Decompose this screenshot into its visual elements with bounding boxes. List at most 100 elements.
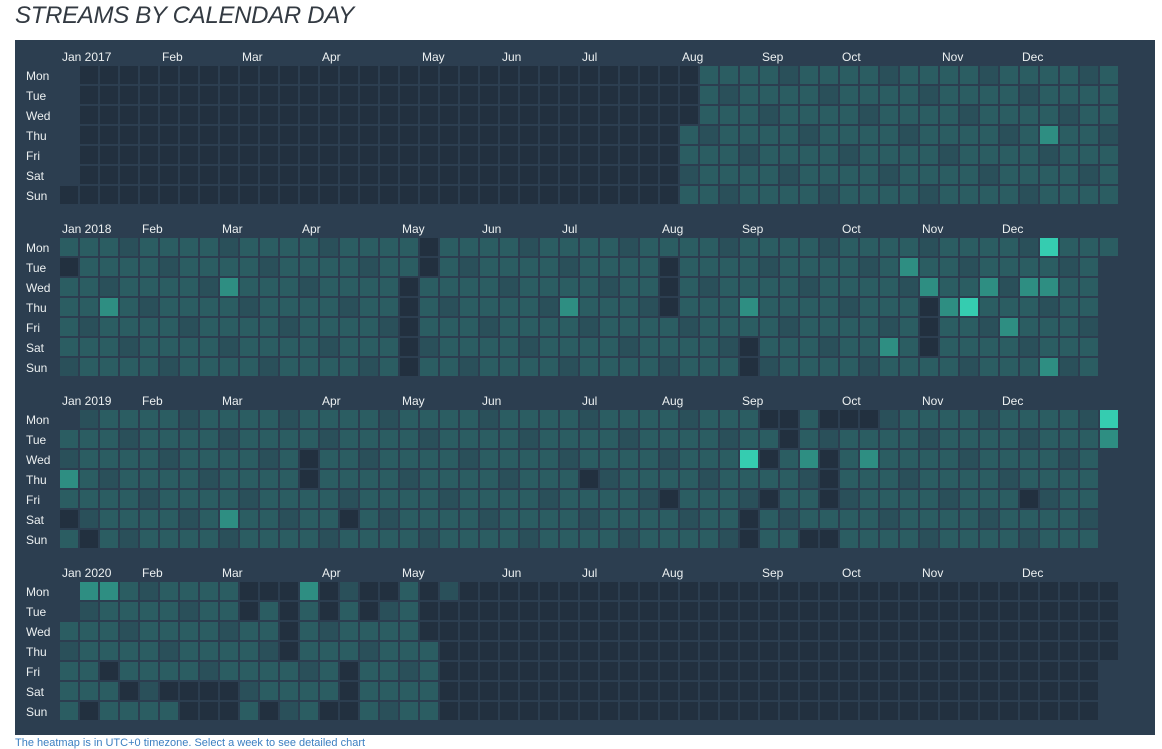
day-cell[interactable] — [320, 642, 338, 660]
day-cell[interactable] — [720, 238, 738, 256]
day-cell[interactable] — [260, 602, 278, 620]
day-cell[interactable] — [540, 318, 558, 336]
day-cell[interactable] — [560, 318, 578, 336]
day-cell[interactable] — [160, 470, 178, 488]
day-cell[interactable] — [840, 186, 858, 204]
day-cell[interactable] — [200, 66, 218, 84]
day-cell[interactable] — [1060, 126, 1078, 144]
day-cell[interactable] — [440, 662, 458, 680]
day-cell[interactable] — [260, 450, 278, 468]
day-cell[interactable] — [480, 430, 498, 448]
day-cell[interactable] — [620, 510, 638, 528]
day-cell[interactable] — [440, 642, 458, 660]
day-cell[interactable] — [540, 450, 558, 468]
day-cell[interactable] — [180, 622, 198, 640]
day-cell[interactable] — [680, 146, 698, 164]
day-cell[interactable] — [400, 510, 418, 528]
day-cell[interactable] — [660, 166, 678, 184]
day-cell[interactable] — [900, 126, 918, 144]
day-cell[interactable] — [720, 258, 738, 276]
day-cell[interactable] — [560, 622, 578, 640]
day-cell[interactable] — [1080, 66, 1098, 84]
day-cell[interactable] — [820, 186, 838, 204]
day-cell[interactable] — [760, 298, 778, 316]
day-cell[interactable] — [1040, 318, 1058, 336]
day-cell[interactable] — [80, 318, 98, 336]
day-cell[interactable] — [400, 410, 418, 428]
day-cell[interactable] — [860, 470, 878, 488]
day-cell[interactable] — [160, 166, 178, 184]
day-cell[interactable] — [680, 126, 698, 144]
day-cell[interactable] — [100, 510, 118, 528]
day-cell[interactable] — [360, 410, 378, 428]
day-cell[interactable] — [740, 106, 758, 124]
day-cell[interactable] — [840, 66, 858, 84]
day-cell[interactable] — [920, 186, 938, 204]
day-cell[interactable] — [160, 702, 178, 720]
day-cell[interactable] — [200, 126, 218, 144]
day-cell[interactable] — [580, 186, 598, 204]
day-cell[interactable] — [60, 258, 78, 276]
day-cell[interactable] — [760, 258, 778, 276]
day-cell[interactable] — [1040, 530, 1058, 548]
day-cell[interactable] — [920, 278, 938, 296]
day-cell[interactable] — [980, 258, 998, 276]
day-cell[interactable] — [940, 622, 958, 640]
day-cell[interactable] — [860, 702, 878, 720]
day-cell[interactable] — [720, 510, 738, 528]
day-cell[interactable] — [1020, 622, 1038, 640]
day-cell[interactable] — [720, 338, 738, 356]
day-cell[interactable] — [1100, 410, 1118, 428]
day-cell[interactable] — [440, 510, 458, 528]
day-cell[interactable] — [100, 450, 118, 468]
day-cell[interactable] — [980, 490, 998, 508]
day-cell[interactable] — [720, 86, 738, 104]
day-cell[interactable] — [1000, 582, 1018, 600]
day-cell[interactable] — [460, 450, 478, 468]
day-cell[interactable] — [220, 490, 238, 508]
day-cell[interactable] — [800, 682, 818, 700]
day-cell[interactable] — [1080, 106, 1098, 124]
day-cell[interactable] — [440, 702, 458, 720]
day-cell[interactable] — [160, 682, 178, 700]
day-cell[interactable] — [940, 318, 958, 336]
day-cell[interactable] — [460, 682, 478, 700]
day-cell[interactable] — [760, 86, 778, 104]
day-cell[interactable] — [840, 86, 858, 104]
day-cell[interactable] — [220, 186, 238, 204]
day-cell[interactable] — [440, 358, 458, 376]
day-cell[interactable] — [180, 582, 198, 600]
day-cell[interactable] — [180, 186, 198, 204]
day-cell[interactable] — [760, 278, 778, 296]
day-cell[interactable] — [600, 530, 618, 548]
day-cell[interactable] — [700, 662, 718, 680]
day-cell[interactable] — [720, 530, 738, 548]
day-cell[interactable] — [1080, 662, 1098, 680]
day-cell[interactable] — [360, 146, 378, 164]
day-cell[interactable] — [700, 278, 718, 296]
day-cell[interactable] — [560, 602, 578, 620]
day-cell[interactable] — [440, 410, 458, 428]
day-cell[interactable] — [140, 430, 158, 448]
day-cell[interactable] — [640, 430, 658, 448]
day-cell[interactable] — [980, 702, 998, 720]
day-cell[interactable] — [140, 146, 158, 164]
day-cell[interactable] — [940, 258, 958, 276]
day-cell[interactable] — [240, 298, 258, 316]
day-cell[interactable] — [480, 450, 498, 468]
day-cell[interactable] — [700, 602, 718, 620]
day-cell[interactable] — [1000, 358, 1018, 376]
day-cell[interactable] — [480, 186, 498, 204]
day-cell[interactable] — [700, 702, 718, 720]
day-cell[interactable] — [180, 106, 198, 124]
day-cell[interactable] — [540, 358, 558, 376]
day-cell[interactable] — [800, 166, 818, 184]
day-cell[interactable] — [240, 662, 258, 680]
day-cell[interactable] — [620, 238, 638, 256]
day-cell[interactable] — [1000, 338, 1018, 356]
day-cell[interactable] — [1100, 642, 1118, 660]
day-cell[interactable] — [900, 622, 918, 640]
day-cell[interactable] — [260, 530, 278, 548]
day-cell[interactable] — [820, 582, 838, 600]
day-cell[interactable] — [280, 358, 298, 376]
